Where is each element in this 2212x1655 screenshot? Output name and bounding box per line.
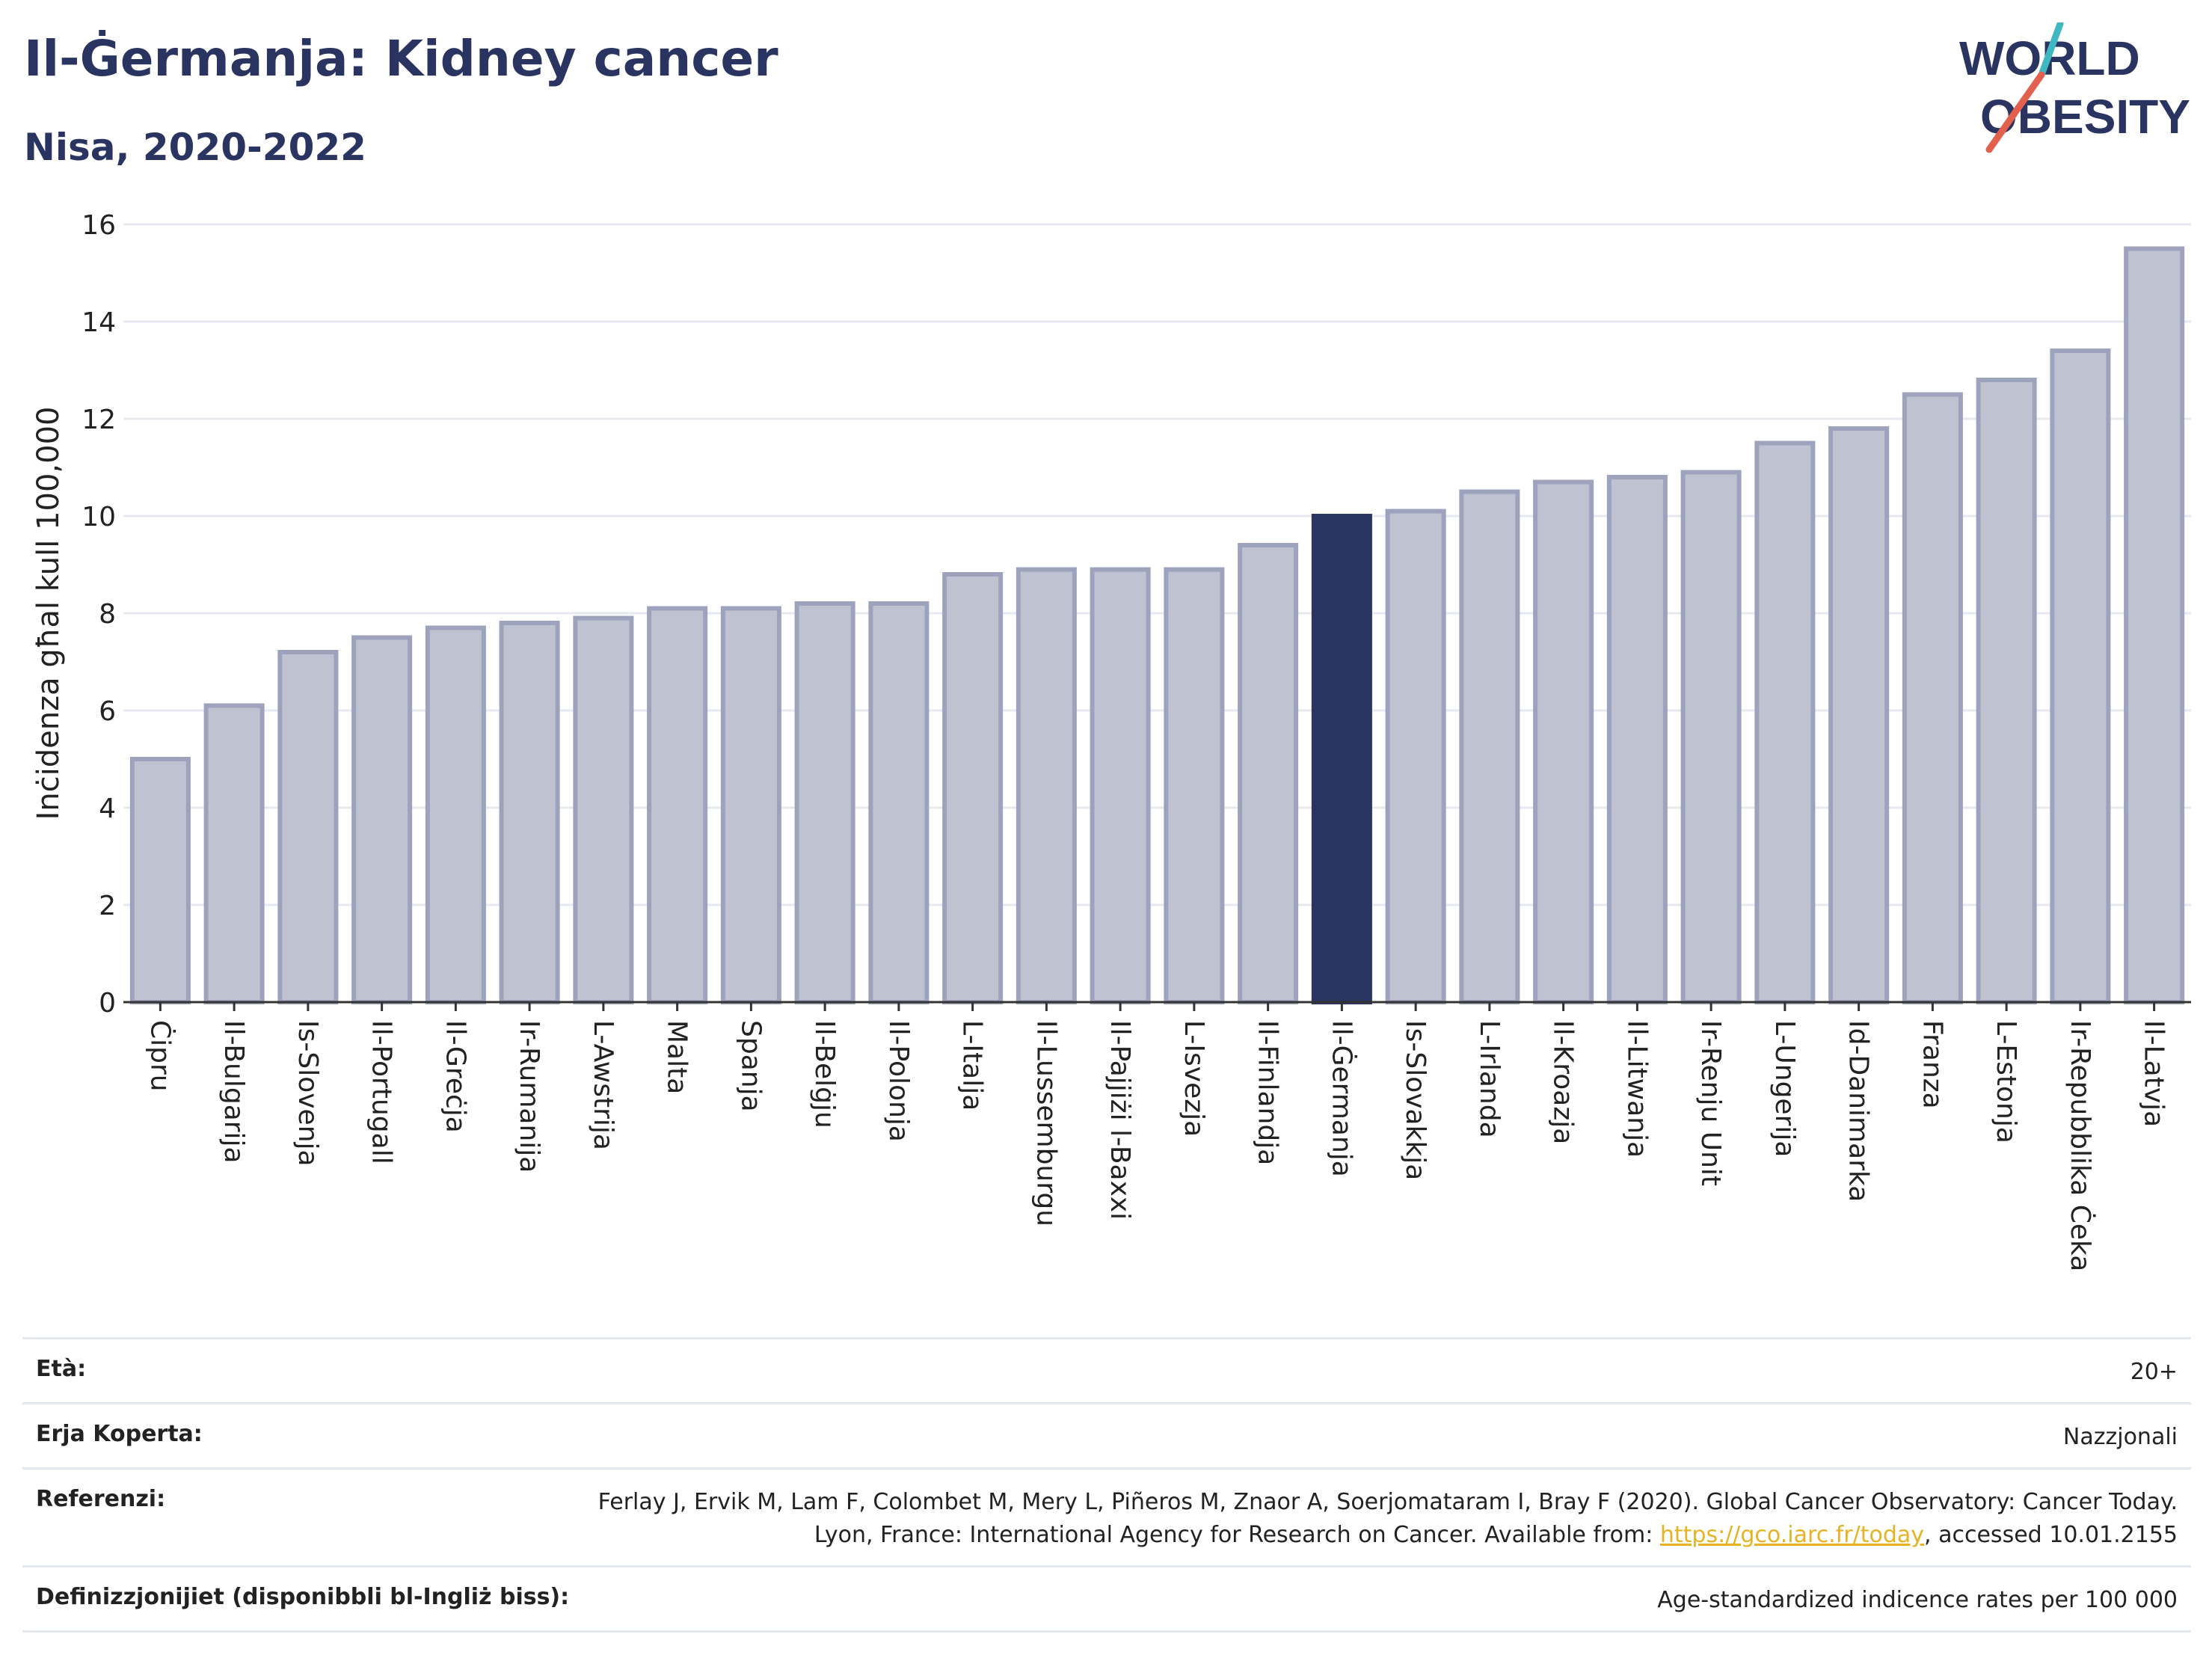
definitions-label: Definizzjonijiet (disponibbli bl-Ingliż … bbox=[36, 1584, 570, 1610]
bar-16 bbox=[1311, 514, 1372, 1004]
logo-slash-teal bbox=[2038, 22, 2064, 79]
x-tick-label: Id-Danimarka bbox=[1843, 1020, 1874, 1202]
bar-18 bbox=[1459, 489, 1520, 1004]
x-tick-label: Il-Lussemburgu bbox=[1030, 1020, 1061, 1226]
x-tick-label: Il-Polonja bbox=[883, 1020, 914, 1142]
bar-6 bbox=[573, 615, 634, 1004]
bar-14 bbox=[1164, 567, 1225, 1004]
x-tick-label: Il-Greċja bbox=[440, 1020, 470, 1133]
bar-12 bbox=[1016, 567, 1077, 1004]
meta-row-age: Età: 20+ bbox=[22, 1337, 2191, 1402]
x-tick-label: Il-Pajjiżi l-Baxxi bbox=[1105, 1020, 1135, 1220]
y-tick-label: 6 bbox=[99, 696, 116, 727]
definitions-value: Age-standardized indicence rates per 100… bbox=[1657, 1587, 2178, 1613]
y-tick-label: 4 bbox=[99, 793, 116, 824]
y-tick-label: 14 bbox=[82, 307, 116, 338]
chart-title: Il-Ġermanja: Kidney cancer bbox=[24, 30, 778, 87]
x-tick-label: Malta bbox=[662, 1020, 692, 1094]
x-tick-label: L-Isvezja bbox=[1179, 1020, 1209, 1137]
x-tick-label: L-Awstrija bbox=[588, 1020, 618, 1150]
bar-26 bbox=[2050, 348, 2111, 1004]
bar-7 bbox=[647, 606, 708, 1004]
bar-17 bbox=[1385, 509, 1446, 1004]
meta-row-definitions: Definizzjonijiet (disponibbli bl-Ingliż … bbox=[22, 1565, 2191, 1633]
area-value: Nazzjonali bbox=[2062, 1424, 2178, 1450]
x-tick-label: Il-Ġermanja bbox=[1326, 1020, 1357, 1177]
bar-27 bbox=[2124, 246, 2185, 1004]
world-obesity-logo: WORLD OBESITY bbox=[1959, 22, 2190, 153]
x-axis-ticks: Ċipru Il-Bulgarija Is-Slovenja Il-Portugall… bbox=[144, 1002, 2169, 1271]
x-tick-label: Franza bbox=[1917, 1020, 1947, 1109]
x-tick-label: Il-Kroazja bbox=[1548, 1020, 1579, 1144]
bar-3 bbox=[351, 635, 413, 1004]
logo-slash-red bbox=[1985, 71, 2045, 153]
references-accessed: , accessed 10.01.2155 bbox=[1924, 1522, 2178, 1548]
bar-13 bbox=[1090, 567, 1151, 1004]
y-axis-ticks: 0 2 4 6 8 10 12 14 16 bbox=[82, 210, 116, 1019]
x-tick-label: Il-Finlandja bbox=[1253, 1020, 1283, 1165]
x-tick-label: Ir-Renju Unit bbox=[1695, 1020, 1726, 1186]
x-tick-label: Il-Latvja bbox=[2139, 1020, 2169, 1127]
x-tick-label: Is-Slovenja bbox=[292, 1020, 323, 1167]
bar-5 bbox=[499, 621, 560, 1004]
bar-11 bbox=[942, 572, 1004, 1004]
age-value: 20+ bbox=[2130, 1359, 2178, 1385]
y-tick-label: 8 bbox=[99, 599, 116, 630]
x-tick-label: L-Irlanda bbox=[1474, 1020, 1505, 1138]
x-tick-label: Ċipru bbox=[144, 1020, 176, 1092]
y-tick-label: 10 bbox=[82, 502, 116, 532]
y-tick-label: 0 bbox=[99, 988, 116, 1019]
x-tick-label: L-Italja bbox=[957, 1020, 988, 1111]
age-label: Età: bbox=[36, 1356, 87, 1382]
references-link[interactable]: https://gco.iarc.fr/today bbox=[1659, 1522, 1925, 1548]
y-tick-label: 2 bbox=[99, 891, 116, 921]
x-tick-label: Ir-Rumanija bbox=[514, 1020, 544, 1173]
bar-8 bbox=[720, 606, 781, 1004]
bar-24 bbox=[1902, 392, 1963, 1004]
x-tick-label: Ir-Repubblika Ċeka bbox=[2065, 1020, 2096, 1271]
bar-23 bbox=[1828, 426, 1890, 1004]
references-value: Ferlay J, Ervik M, Lam F, Colombet M, Me… bbox=[547, 1486, 2178, 1552]
bar-chart: 0 2 4 6 8 10 12 14 16 Ċipru Il-Bulgarija Is-Sloven… bbox=[31, 210, 2191, 1271]
references-label: Referenzi: bbox=[36, 1486, 166, 1512]
y-tick-label: 12 bbox=[82, 405, 116, 435]
x-tick-label: Il-Portugall bbox=[366, 1020, 397, 1164]
x-tick-label: Spanja bbox=[735, 1020, 766, 1112]
bar-0 bbox=[129, 757, 191, 1004]
bar-19 bbox=[1533, 479, 1594, 1004]
y-axis-label: Inċidenza għal kull 100,000 bbox=[31, 407, 66, 820]
meta-row-area: Erja Koperta: Nazzjonali bbox=[22, 1402, 2191, 1467]
x-tick-label: L-Estonja bbox=[1991, 1020, 2021, 1143]
chart-subtitle: Nisa, 2020-2022 bbox=[24, 126, 366, 169]
x-tick-label: Il-Litwanja bbox=[1621, 1020, 1652, 1158]
bar-4 bbox=[425, 625, 486, 1004]
bar-10 bbox=[868, 601, 930, 1004]
bar-1 bbox=[203, 703, 265, 1004]
y-tick-label: 16 bbox=[82, 210, 116, 241]
metadata-table: Età: 20+ Erja Koperta: Nazzjonali Refere… bbox=[22, 1337, 2191, 1633]
bar-20 bbox=[1606, 475, 1668, 1004]
x-tick-label: Is-Slovakkja bbox=[1400, 1020, 1431, 1180]
x-tick-label: L-Ungerija bbox=[1769, 1020, 1800, 1157]
references-text: Ferlay J, Ervik M, Lam F, Colombet M, Me… bbox=[597, 1489, 2178, 1548]
bars bbox=[129, 246, 2185, 1004]
bar-25 bbox=[1976, 378, 2037, 1004]
bar-2 bbox=[277, 650, 339, 1004]
x-tick-label: Il-Bulgarija bbox=[218, 1020, 249, 1164]
meta-row-references: Referenzi: Ferlay J, Ervik M, Lam F, Col… bbox=[22, 1467, 2191, 1565]
bar-22 bbox=[1754, 440, 1816, 1004]
bar-21 bbox=[1680, 470, 1742, 1004]
x-tick-label: Il-Belġju bbox=[809, 1020, 840, 1129]
bar-9 bbox=[794, 601, 855, 1004]
area-label: Erja Koperta: bbox=[36, 1421, 203, 1447]
bar-15 bbox=[1238, 543, 1299, 1004]
